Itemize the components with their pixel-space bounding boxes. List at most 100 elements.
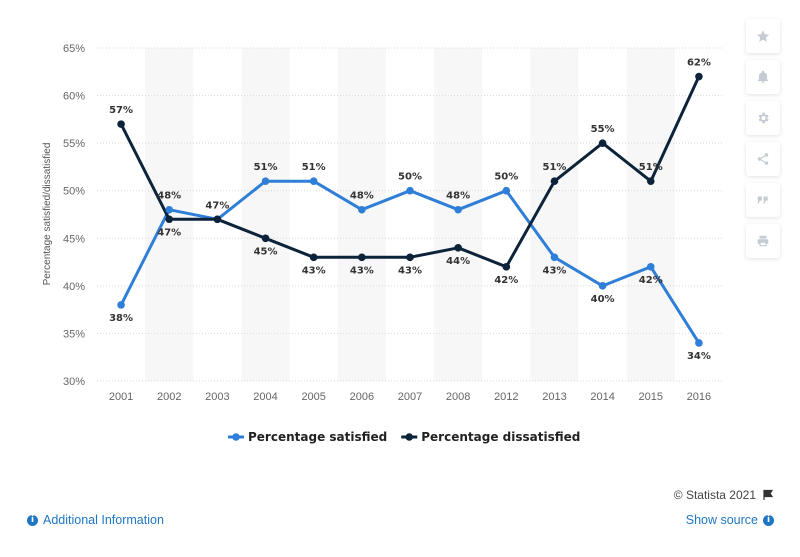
data-point[interactable] <box>406 253 414 262</box>
data-label: 34% <box>687 351 711 362</box>
y-tick-label: 30% <box>63 376 85 388</box>
data-point[interactable] <box>454 244 462 252</box>
data-point[interactable] <box>550 177 559 185</box>
data-point[interactable] <box>454 205 462 214</box>
star-icon <box>756 30 770 42</box>
settings-button[interactable] <box>746 101 780 135</box>
alternating-bands <box>145 48 675 381</box>
y-axis-label: Percentage satisfied/dissatisfied <box>42 143 53 286</box>
data-point[interactable] <box>502 186 511 195</box>
cite-button[interactable] <box>746 183 780 217</box>
info-icon: i <box>27 514 38 526</box>
data-point[interactable] <box>261 234 270 243</box>
data-label: 50% <box>398 172 422 183</box>
data-point[interactable] <box>309 253 318 262</box>
favorite-button[interactable] <box>746 19 780 53</box>
data-label: 51% <box>639 162 663 173</box>
bell-icon <box>757 70 769 83</box>
quote-icon <box>757 196 768 204</box>
data-point[interactable] <box>502 263 511 271</box>
data-label: 42% <box>639 275 663 286</box>
print-button[interactable] <box>746 224 780 258</box>
y-tick-label: 55% <box>63 138 85 150</box>
column-band <box>241 48 290 381</box>
column-band <box>434 48 483 381</box>
x-tick-label: 2001 <box>109 391 133 403</box>
x-tick-label: 2012 <box>494 391 518 403</box>
y-axis-ticks: 30% 35% 40% 45% 50% 55% 60% 65% <box>63 43 85 388</box>
notification-button[interactable] <box>746 60 780 94</box>
data-label: 43% <box>542 265 566 276</box>
legend-label: Percentage satisfied <box>248 430 387 444</box>
credit-text: © Statista 2021 <box>673 488 756 502</box>
data-label: 51% <box>542 162 566 173</box>
data-label: 48% <box>157 191 181 202</box>
data-point[interactable] <box>598 139 607 147</box>
share-button[interactable] <box>746 142 780 176</box>
data-point[interactable] <box>213 215 222 224</box>
data-point[interactable] <box>165 215 174 224</box>
data-labels: 57% 38% 48% 47% 47% 51% 45% 51% 43% 48% 43% 50% 43% 4… <box>109 58 711 362</box>
x-tick-label: 2005 <box>301 391 325 403</box>
column-band <box>626 48 675 381</box>
additional-information-label: Additional Information <box>43 513 164 527</box>
x-tick-label: 2006 <box>350 391 374 403</box>
y-tick-label: 35% <box>63 328 85 340</box>
data-point[interactable] <box>309 177 318 185</box>
flag-icon[interactable] <box>762 489 774 501</box>
data-label: 38% <box>109 313 133 324</box>
y-tick-label: 65% <box>63 43 85 55</box>
data-label: 48% <box>446 191 470 202</box>
data-label: 50% <box>494 172 518 183</box>
data-label: 40% <box>591 294 615 305</box>
data-label: 44% <box>446 256 470 267</box>
column-band <box>337 48 386 381</box>
data-point[interactable] <box>646 177 655 185</box>
x-tick-label: 2008 <box>446 391 470 403</box>
x-tick-label: 2015 <box>639 391 663 403</box>
data-point[interactable] <box>165 205 174 214</box>
data-label: 48% <box>350 191 374 202</box>
x-tick-label: 2016 <box>687 391 711 403</box>
data-point[interactable] <box>261 177 270 185</box>
data-point[interactable] <box>358 253 366 262</box>
y-tick-label: 50% <box>63 186 85 198</box>
legend-marker <box>405 433 414 441</box>
info-icon: i <box>763 514 774 526</box>
x-tick-label: 2004 <box>253 391 277 403</box>
gear-icon <box>758 112 769 124</box>
y-tick-label: 40% <box>63 281 85 293</box>
x-tick-label: 2002 <box>157 391 181 403</box>
share-icon <box>757 153 769 165</box>
data-label: 43% <box>398 265 422 276</box>
legend-item[interactable]: Percentage dissatisfied <box>401 430 580 444</box>
additional-information-link[interactable]: i Additional Information <box>27 513 164 527</box>
data-label: 51% <box>254 162 278 173</box>
column-band <box>530 48 579 381</box>
data-point[interactable] <box>550 253 559 262</box>
data-point[interactable] <box>406 186 414 195</box>
side-toolbar <box>746 19 780 265</box>
series-points <box>117 72 703 347</box>
data-label: 47% <box>205 200 229 211</box>
data-point[interactable] <box>646 263 655 271</box>
statista-credit: © Statista 2021 <box>674 488 774 502</box>
data-label: 47% <box>157 227 181 238</box>
legend[interactable]: Percentage satisfied Percentage dissatisf… <box>228 430 580 444</box>
data-point[interactable] <box>117 120 125 128</box>
data-label: 43% <box>350 265 374 276</box>
data-point[interactable] <box>695 72 703 81</box>
x-tick-label: 2007 <box>398 391 422 403</box>
y-tick-label: 60% <box>63 91 85 103</box>
legend-item[interactable]: Percentage satisfied <box>228 430 387 444</box>
x-tick-label: 2003 <box>205 391 229 403</box>
data-label: 45% <box>254 246 278 257</box>
data-point[interactable] <box>358 205 366 214</box>
show-source-link[interactable]: Show source i <box>686 513 774 527</box>
column-band <box>145 48 194 381</box>
data-label: 43% <box>302 265 326 276</box>
data-point[interactable] <box>695 339 703 347</box>
data-point[interactable] <box>117 301 125 309</box>
data-point[interactable] <box>598 282 607 290</box>
